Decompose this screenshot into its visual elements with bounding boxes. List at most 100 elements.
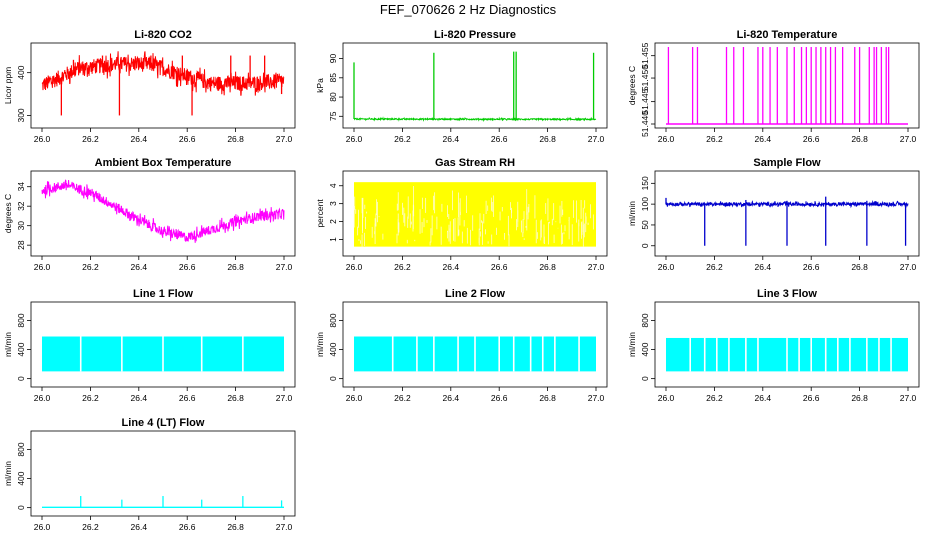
panel-title: Li-820 CO2 [134, 29, 191, 41]
x-tick-label: 27.0 [276, 522, 293, 532]
data-series [42, 496, 284, 508]
x-tick-label: 27.0 [900, 134, 917, 144]
y-tick-label: 51.455 [640, 42, 650, 68]
x-tick-label: 26.2 [82, 134, 99, 144]
y-tick-label: 75 [328, 111, 338, 121]
panel-sample: Sample Flow ml/min 26.0 26.2 26.4 26.6 26.8 27.… [627, 157, 920, 272]
y-tick-label: 800 [16, 313, 26, 327]
y-tick-label: 34 [16, 182, 26, 192]
x-tick-label: 26.0 [346, 393, 363, 403]
series-band [354, 182, 596, 247]
x-tick-label: 26.6 [179, 262, 196, 272]
y-tick-label: 2 [328, 219, 338, 224]
x-tick-label: 26.4 [131, 134, 148, 144]
panel-title: Gas Stream RH [435, 157, 515, 169]
y-tick-label: 4 [328, 183, 338, 188]
plot-frame [30, 430, 296, 517]
x-tick-label: 26.4 [131, 522, 148, 532]
plot-frame [342, 170, 608, 257]
x-tick-label: 26.2 [394, 393, 411, 403]
panel-title: Li-820 Temperature [737, 29, 838, 41]
y-tick-label: 400 [640, 342, 650, 356]
y-tick-label: 0 [640, 243, 650, 248]
x-tick-label: 26.0 [34, 522, 51, 532]
y-tick-label: 0 [16, 376, 26, 381]
y-tick-label: 800 [640, 313, 650, 327]
y-tick-label: 0 [16, 505, 26, 510]
x-tick-label: 26.6 [491, 393, 508, 403]
x-tick-label: 26.8 [851, 262, 868, 272]
data-series [41, 51, 285, 116]
y-axis-label: ml/min [627, 201, 637, 226]
data-series [666, 336, 908, 372]
y-tick-label: 400 [16, 65, 26, 79]
x-tick-label: 27.0 [276, 393, 293, 403]
x-tick-label: 26.6 [491, 134, 508, 144]
x-tick-label: 27.0 [900, 262, 917, 272]
x-tick-label: 26.0 [346, 134, 363, 144]
y-tick-label: 300 [16, 108, 26, 122]
data-series [666, 47, 908, 125]
plot-frame [30, 301, 296, 388]
y-tick-label: 800 [328, 313, 338, 327]
data-series [353, 182, 596, 247]
y-tick-label: 30 [16, 221, 26, 231]
y-axis-label: degrees C [627, 66, 637, 105]
x-tick-label: 27.0 [588, 134, 605, 144]
series-line [41, 179, 285, 243]
panel-co2: Li-820 CO2 Licor ppm 26.0 26.2 26.4 26.6 26.8 2… [3, 29, 296, 144]
x-tick-label: 26.2 [706, 134, 723, 144]
y-tick-label: 80 [328, 92, 338, 102]
y-axis-label: kPa [315, 78, 325, 93]
x-tick-label: 26.6 [803, 393, 820, 403]
panel-line2: Line 2 Flow ml/min 26.0 26.2 26.4 26.6 26.8 27.… [315, 288, 608, 403]
y-axis-label: ml/min [627, 332, 637, 357]
y-tick-label: 0 [328, 376, 338, 381]
x-tick-label: 26.8 [227, 393, 244, 403]
x-tick-label: 26.2 [82, 262, 99, 272]
y-axis-label: degrees C [3, 194, 13, 233]
x-tick-label: 27.0 [276, 134, 293, 144]
y-axis-label: ml/min [3, 332, 13, 357]
plot-frame [342, 301, 608, 388]
panel-title: Line 1 Flow [133, 288, 193, 300]
x-tick-label: 26.8 [227, 522, 244, 532]
x-tick-label: 26.6 [179, 134, 196, 144]
data-series [354, 335, 596, 372]
x-tick-label: 26.4 [443, 393, 460, 403]
x-tick-label: 26.6 [491, 262, 508, 272]
y-tick-label: 800 [16, 442, 26, 456]
y-axis-label: Licor ppm [3, 67, 13, 104]
panel-line1: Line 1 Flow ml/min 26.0 26.2 26.4 26.6 26.8 27.… [3, 288, 296, 403]
panel-title: Line 3 Flow [757, 288, 817, 300]
x-tick-label: 27.0 [276, 262, 293, 272]
plot-frame [654, 301, 920, 388]
y-axis-label: ml/min [3, 461, 13, 486]
y-tick-label: 51.450 [640, 65, 650, 91]
x-tick-label: 26.2 [394, 134, 411, 144]
y-tick-label: 1 [328, 237, 338, 242]
panel-temperature: Li-820 Temperature degrees C 26.0 26.2 26.4 2… [627, 29, 920, 144]
y-tick-label: 51.440 [640, 111, 650, 137]
panel-rh: Gas Stream RH percent 26.0 26.2 26.4 26.6 26.8… [315, 157, 608, 272]
x-tick-label: 26.6 [803, 134, 820, 144]
data-series [665, 196, 909, 246]
x-tick-label: 26.8 [851, 393, 868, 403]
x-tick-label: 26.8 [539, 393, 556, 403]
x-tick-label: 26.2 [394, 262, 411, 272]
x-tick-label: 26.4 [755, 134, 772, 144]
data-series [41, 179, 285, 243]
x-tick-label: 26.0 [658, 393, 675, 403]
y-tick-label: 0 [640, 376, 650, 381]
x-tick-label: 26.8 [227, 134, 244, 144]
y-tick-label: 90 [328, 54, 338, 64]
panel-title: Sample Flow [753, 157, 821, 169]
x-tick-label: 26.6 [803, 262, 820, 272]
x-tick-label: 26.0 [34, 262, 51, 272]
y-tick-label: 100 [640, 197, 650, 211]
data-series [42, 335, 284, 372]
y-tick-label: 3 [328, 201, 338, 206]
y-tick-label: 85 [328, 73, 338, 83]
x-tick-label: 27.0 [900, 393, 917, 403]
